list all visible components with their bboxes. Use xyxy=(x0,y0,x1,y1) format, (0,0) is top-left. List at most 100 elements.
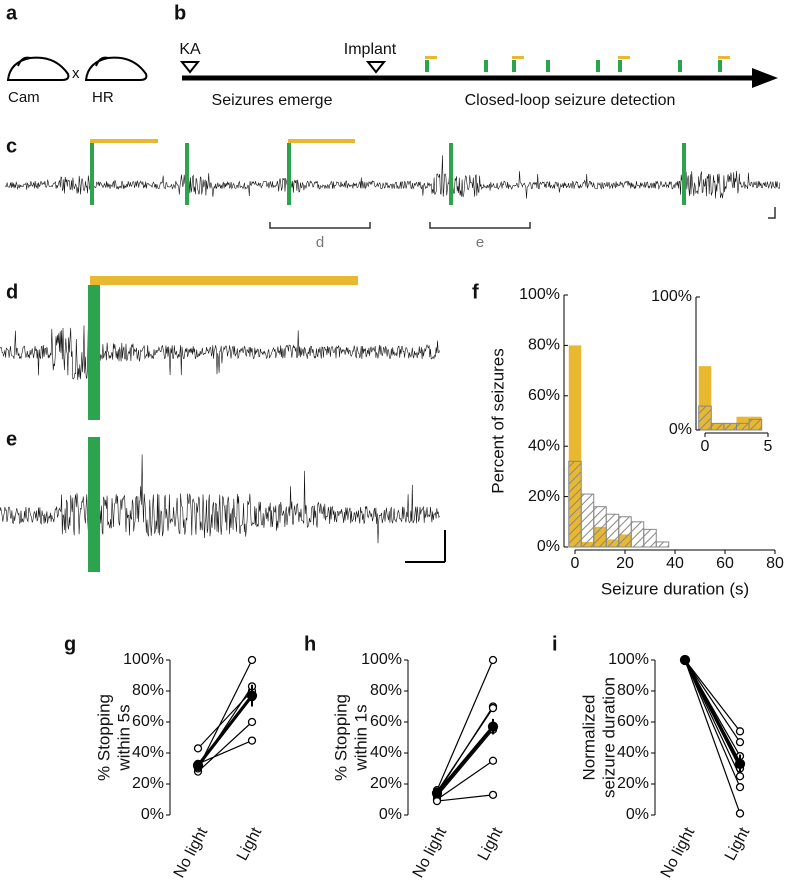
mean-point xyxy=(431,788,443,799)
hist-bar xyxy=(723,422,738,431)
y-axis-label: within 5s xyxy=(114,704,133,771)
hist-bar xyxy=(605,513,620,548)
y-tick-label: 40% xyxy=(132,744,164,761)
y-axis-label: % Stopping xyxy=(94,694,113,781)
x-tick-label: No light xyxy=(171,824,212,880)
light-marker xyxy=(185,143,189,205)
bracket-label: d xyxy=(316,234,324,251)
subject-line xyxy=(197,659,253,769)
event-label: KA xyxy=(179,41,201,58)
eeg-trace xyxy=(0,454,440,544)
mean-point xyxy=(487,721,499,732)
y-tick-label: 100% xyxy=(651,288,692,305)
y-axis-label: seizure duration xyxy=(599,677,618,798)
subject-point xyxy=(488,655,498,665)
hist-bar xyxy=(748,418,763,431)
x-tick-label: Light xyxy=(234,824,266,863)
y-tick-label: 0% xyxy=(626,806,649,823)
eeg-trace xyxy=(4,155,781,199)
subject-line xyxy=(684,659,741,743)
y-axis-label: within 1s xyxy=(351,704,370,771)
y-tick-label: 0% xyxy=(669,421,692,438)
y-tick-label: 40% xyxy=(370,744,402,761)
y-tick-label: 100% xyxy=(608,651,649,668)
x-tick-label: No light xyxy=(410,824,451,880)
subject-line xyxy=(436,659,494,791)
timeline xyxy=(179,56,778,88)
phase-label: Closed-loop seizure detection xyxy=(465,92,676,109)
y-axis-label: Normalized xyxy=(579,695,598,781)
hist-bar xyxy=(630,521,645,548)
subject-line xyxy=(436,760,494,800)
x-tick-label: 5 xyxy=(764,438,773,455)
light-bar xyxy=(90,276,358,285)
y-tick-label: 100% xyxy=(519,286,560,303)
light-marker xyxy=(88,285,100,420)
subject-point xyxy=(432,796,442,806)
subject-point xyxy=(488,790,498,799)
y-tick-label: 0% xyxy=(379,806,402,823)
subject-line xyxy=(436,794,494,802)
x-tick-label: 20 xyxy=(616,555,634,572)
event-label: Implant xyxy=(344,41,397,58)
mean-line xyxy=(435,725,495,795)
bracket xyxy=(269,207,776,229)
light-marker xyxy=(90,143,94,205)
x-tick-label: 80 xyxy=(766,555,784,572)
mean-point xyxy=(192,760,204,771)
y-tick-label: 20% xyxy=(132,775,164,792)
panel-label: i xyxy=(552,633,558,655)
y-tick-label: 80% xyxy=(617,682,649,699)
bracket-label: e xyxy=(476,234,484,251)
hist-bar xyxy=(618,516,632,548)
subject-point xyxy=(735,738,745,747)
light-bar xyxy=(90,139,158,143)
panel-label: a xyxy=(6,2,18,24)
panel-label: c xyxy=(6,135,17,157)
mean-point xyxy=(734,758,746,769)
subject-line xyxy=(684,659,741,814)
y-tick-label: 100% xyxy=(361,651,402,668)
subject-point xyxy=(193,744,203,753)
subject-point xyxy=(247,655,257,665)
y-axis-label: Percent of seizures xyxy=(488,348,507,494)
y-tick-label: 60% xyxy=(132,713,164,730)
subject-line xyxy=(197,740,253,765)
mean-point xyxy=(246,690,258,701)
y-tick-label: 40% xyxy=(528,437,560,454)
panel-label: g xyxy=(64,633,76,655)
subject-point xyxy=(488,756,498,765)
eeg-trace xyxy=(0,325,440,380)
x-tick-label: 0 xyxy=(701,438,710,455)
panel-label: b xyxy=(174,2,186,24)
light-marker xyxy=(287,143,291,205)
x-axis-label: Seizure duration (s) xyxy=(601,579,749,598)
scale-bar xyxy=(405,530,446,563)
mean-line xyxy=(683,659,742,765)
hist-bar xyxy=(736,422,750,431)
y-tick-label: 80% xyxy=(528,337,560,354)
hist-bar xyxy=(568,460,582,548)
subject-point xyxy=(488,703,498,713)
x-tick-label: Light xyxy=(475,824,507,863)
subject-line xyxy=(197,721,253,773)
mouse-label: Cam xyxy=(8,89,40,106)
phase-label: Seizures emerge xyxy=(212,92,333,109)
hist-bar xyxy=(710,422,725,431)
mean-point xyxy=(679,654,691,666)
cross-label: x xyxy=(72,65,80,82)
y-tick-label: 100% xyxy=(123,651,164,668)
y-axis-label: % Stopping xyxy=(331,694,350,781)
light-marker xyxy=(449,143,453,205)
subject-point xyxy=(735,727,745,736)
subject-line xyxy=(684,659,741,788)
hist-bar xyxy=(655,541,670,548)
x-tick-label: Light xyxy=(722,824,754,863)
subject-point xyxy=(247,736,257,745)
y-tick-label: 20% xyxy=(370,775,402,792)
hist-bar xyxy=(593,506,607,548)
x-tick-label: 60 xyxy=(716,555,734,572)
hist-bar xyxy=(643,528,657,548)
y-tick-label: 0% xyxy=(141,806,164,823)
